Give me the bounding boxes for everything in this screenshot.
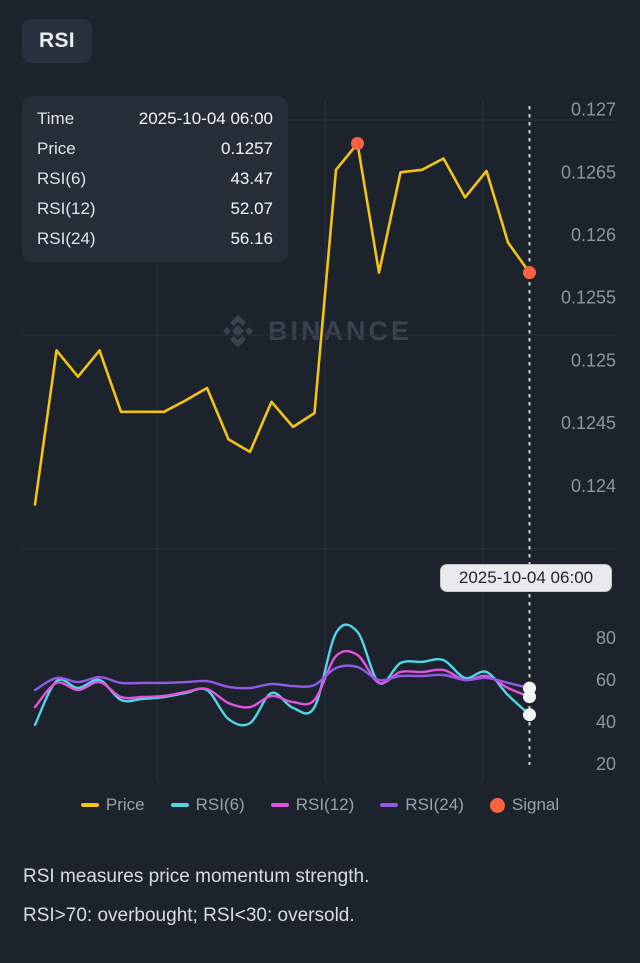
chart-description: RSI measures price momentum strength. RS…	[23, 857, 369, 935]
indicator-badge: RSI	[22, 19, 92, 63]
tooltip-row-price: Price 0.1257	[37, 134, 273, 164]
y-axis-tick-label: 0.1245	[561, 413, 616, 433]
legend-item-rsi6[interactable]: RSI(6)	[170, 795, 245, 815]
tooltip-label: Time	[37, 109, 75, 128]
series-line-price	[33, 142, 531, 506]
legend-item-price[interactable]: Price	[80, 795, 145, 815]
tooltip-label: RSI(6)	[37, 169, 87, 188]
signal-dot-swatch	[489, 797, 505, 813]
y-axis-tick-label: 0.1265	[561, 162, 616, 182]
description-line-2: RSI>70: overbought; RSI<30: oversold.	[23, 905, 355, 926]
tooltip-label: RSI(12)	[37, 199, 96, 218]
tooltip-row-rsi6: RSI(6) 43.47	[37, 164, 273, 194]
y-axis-tick-label: 0.127	[571, 100, 616, 120]
tooltip-value: 43.47	[230, 169, 273, 188]
tooltip-value: 52.07	[230, 199, 273, 218]
legend-label: Price	[105, 795, 145, 814]
legend-label: RSI(12)	[295, 795, 355, 814]
y-axis-tick-label: 40	[596, 712, 616, 732]
y-axis-tick-label: 80	[596, 628, 616, 648]
tooltip-value: 0.1257	[221, 139, 273, 158]
rsi6-line-swatch	[170, 803, 189, 807]
legend-label: Signal	[511, 795, 560, 814]
signal-dot	[523, 266, 536, 280]
watermark-text: BINANCE	[268, 315, 413, 346]
signal-dot	[351, 137, 364, 150]
tooltip-row-rsi12: RSI(12) 52.07	[37, 194, 273, 224]
y-axis-tick-label: 0.126	[571, 225, 616, 245]
crosshair-date-label: 2025-10-04 06:00	[440, 564, 612, 592]
legend-label: RSI(24)	[405, 795, 464, 814]
y-axis-tick-label: 20	[596, 754, 616, 774]
series-line-rsi24	[33, 664, 531, 692]
tooltip-value: 56.16	[230, 229, 273, 248]
tooltip-label: Price	[37, 139, 76, 158]
rsi24-line-swatch	[380, 803, 399, 807]
legend-label: RSI(6)	[195, 795, 245, 814]
y-axis-tick-label: 0.1255	[561, 288, 616, 308]
legend: Price RSI(6) RSI(12) RSI(24) Signal	[0, 792, 640, 818]
legend-item-rsi24[interactable]: RSI(24)	[380, 795, 464, 815]
binance-watermark: BINANCE	[218, 311, 412, 351]
y-axis-tick-label: 0.124	[571, 476, 616, 496]
tooltip-row-time: Time 2025-10-04 06:00	[37, 104, 273, 134]
legend-item-signal[interactable]: Signal	[489, 795, 560, 815]
tooltip-label: RSI(24)	[37, 229, 96, 248]
rsi12-line-swatch	[270, 803, 289, 807]
y-axis-tick-label: 0.125	[571, 350, 616, 370]
endpoint-dot	[523, 708, 536, 722]
y-axis-tick-label: 60	[596, 670, 616, 690]
tooltip-row-rsi24: RSI(24) 56.16	[37, 224, 273, 254]
price-line-swatch	[80, 803, 99, 807]
tooltip-panel: Time 2025-10-04 06:00 Price 0.1257 RSI(6…	[22, 96, 288, 262]
tooltip-value: 2025-10-04 06:00	[138, 109, 273, 128]
series-line-rsi12	[33, 649, 531, 709]
binance-logo-icon	[223, 314, 253, 348]
legend-item-rsi12[interactable]: RSI(12)	[270, 795, 355, 815]
description-line-1: RSI measures price momentum strength.	[23, 866, 370, 887]
endpoint-dot	[523, 681, 536, 695]
